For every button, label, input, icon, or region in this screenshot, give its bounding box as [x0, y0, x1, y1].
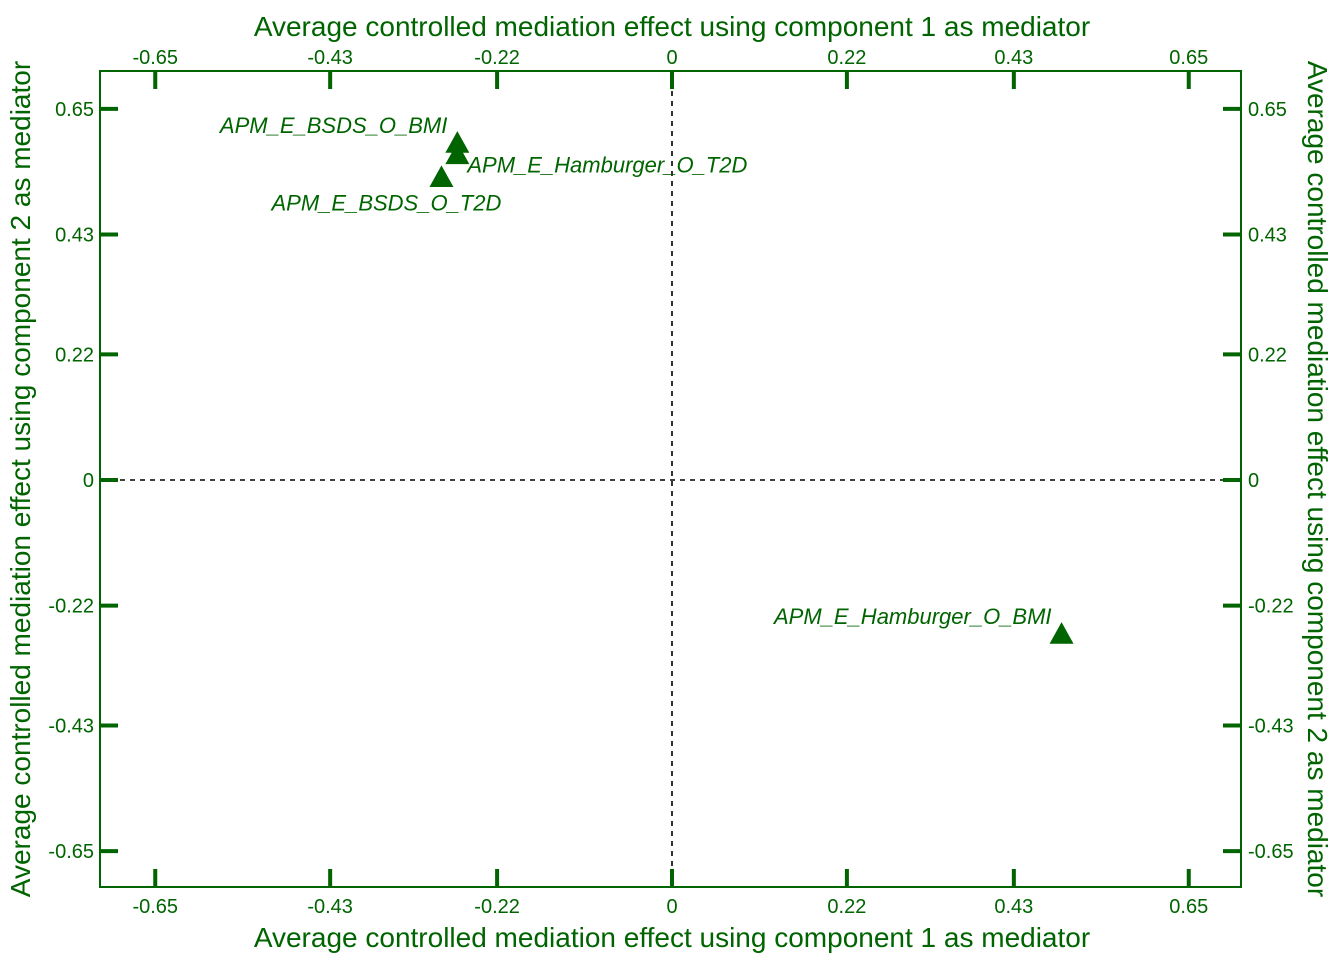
data-point-triangle — [1049, 622, 1074, 644]
x-tick-label-top: 0.43 — [994, 47, 1033, 69]
x-axis-title-top: Average controlled mediation effect usin… — [254, 11, 1090, 42]
y-tick-label-right: 0.22 — [1248, 344, 1287, 366]
y-tick-label-right: 0.43 — [1248, 224, 1287, 246]
x-tick-label-top: -0.65 — [132, 47, 178, 69]
x-tick-label-bottom: -0.22 — [474, 896, 520, 918]
y-axis-title-right: Average controlled mediation effect usin… — [1302, 61, 1333, 897]
data-point-label: APM_E_BSDS_O_BMI — [218, 113, 447, 138]
data-point-label: APM_E_BSDS_O_T2D — [270, 190, 502, 215]
data-point-triangle — [429, 165, 454, 187]
data-point-triangle — [445, 142, 470, 165]
x-tick-label-bottom: 0 — [666, 896, 677, 918]
y-tick-label-right: -0.43 — [1248, 716, 1294, 738]
x-tick-label-top: -0.43 — [307, 47, 353, 69]
y-tick-label-right: 0.65 — [1248, 99, 1287, 121]
x-tick-label-bottom: -0.43 — [307, 896, 353, 918]
axis-ticks: -0.65 -0.65 -0.43 -0.43 -0.22 -0.22 0 0 0.22 0.22… — [48, 47, 1293, 918]
y-axis-title-left: Average controlled mediation effect usin… — [5, 61, 36, 897]
y-tick-label-left: 0.65 — [55, 99, 94, 121]
x-tick-label-top: 0.65 — [1169, 47, 1208, 69]
x-tick-label-top: -0.22 — [474, 47, 520, 69]
x-tick-label-top: 0 — [666, 47, 677, 69]
y-tick-label-left: -0.22 — [48, 596, 94, 618]
reference-lines — [100, 71, 1241, 887]
data-point-label: APM_E_Hamburger_O_BMI — [772, 604, 1052, 629]
y-tick-label-left: 0.43 — [55, 224, 94, 246]
y-tick-label-left: 0.22 — [55, 344, 94, 366]
y-tick-label-right: -0.22 — [1248, 596, 1294, 618]
x-tick-label-bottom: -0.65 — [132, 896, 178, 918]
y-tick-label-left: -0.43 — [48, 716, 94, 738]
data-point-label: APM_E_Hamburger_O_T2D — [465, 153, 747, 178]
x-tick-label-bottom: 0.43 — [994, 896, 1033, 918]
y-tick-label-left: 0 — [83, 470, 94, 492]
data-points: APM_E_BSDS_O_BMI APM_E_Hamburger_O_T2D APM… — [218, 113, 1074, 644]
x-tick-label-bottom: 0.22 — [827, 896, 866, 918]
y-tick-label-right: -0.65 — [1248, 841, 1294, 863]
y-tick-label-right: 0 — [1248, 470, 1259, 492]
x-tick-label-bottom: 0.65 — [1169, 896, 1208, 918]
y-tick-label-left: -0.65 — [48, 841, 94, 863]
x-axis-title-bottom: Average controlled mediation effect usin… — [254, 922, 1090, 953]
x-tick-label-top: 0.22 — [827, 47, 866, 69]
data-point-triangle — [445, 131, 470, 153]
